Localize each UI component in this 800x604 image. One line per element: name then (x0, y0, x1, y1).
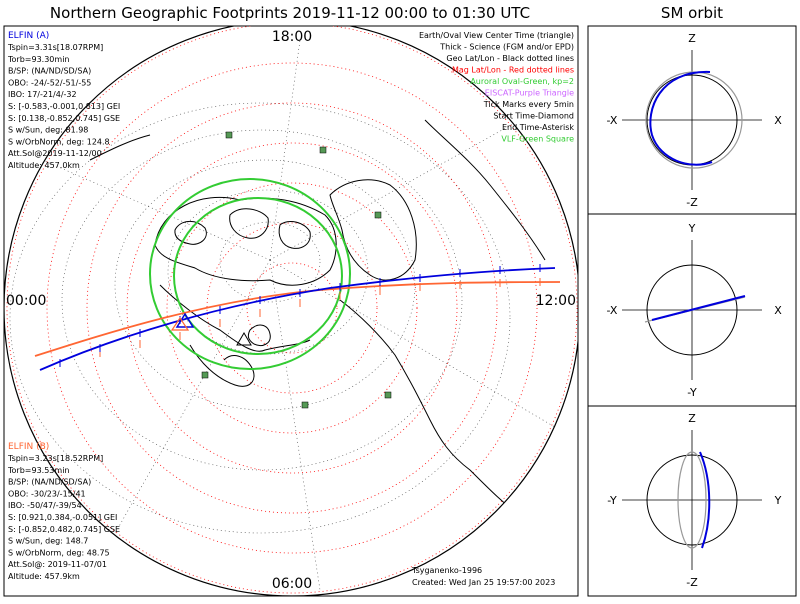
elfin-b-info-line: Att.Sol@: 2019-11-07/01 (8, 560, 107, 569)
map-frame (3, 25, 579, 597)
axis-label-right: Y (774, 494, 782, 507)
axis-label-bottom: -Y (687, 386, 697, 399)
vlf-square (201, 371, 209, 379)
axis-label-top: Z (688, 32, 696, 45)
orbit-trace-b (677, 451, 707, 549)
axis-label-right: X (774, 304, 782, 317)
elfin-a-info-line: S w/Sun, deg: 81.98 (8, 126, 88, 135)
legend-item-3: Geo Lat/Lon - Black dotted lines (446, 54, 574, 63)
elfin-a-info-line: B/SP: (NA/ND/SD/SA) (8, 67, 91, 76)
axis-label-left: -X (607, 114, 618, 127)
orbit-panel-frame (587, 25, 797, 597)
model-credit: Tsyganenko-1996 (411, 566, 482, 575)
elfin-a-info-line: S: [-0.583,-0.001,0.813] GEI (8, 102, 120, 111)
elfin-b-info-line: OBO: -30/23/-15/41 (8, 489, 86, 498)
elfin-b-info-line: S w/OrbNorm, deg: 48.75 (8, 548, 110, 557)
elfin-b-center-triangle (170, 316, 190, 331)
map-legend: Earth/Oval View Center Time (triangle) Th… (419, 31, 574, 144)
elfin-a-info-line: OBO: -24/-52/-51/-55 (8, 78, 91, 87)
sm-orbit-view-2: Y -Y -X X (607, 222, 783, 399)
vlf-square (384, 391, 392, 399)
axis-label-top: Y (688, 222, 696, 235)
coastlines (89, 119, 546, 516)
elfin-a-info-line: S w/OrbNorm, deg: 124.8 (8, 137, 110, 146)
elfin-a-info-line: Altitude: 457.0km (8, 161, 80, 170)
vlf-square (225, 131, 233, 139)
orbit-trace-a (699, 451, 711, 549)
vlf-stations (201, 131, 392, 409)
vlf-square (301, 401, 309, 409)
elfin-b-info-line: IBO: -50/47/-39/54 (8, 501, 82, 510)
legend-item-2: Thick - Science (FGM and/or EPD) (439, 43, 574, 52)
axis-label-left: -X (607, 304, 618, 317)
orbit-trace-a (651, 295, 746, 321)
elfin-a-title: ELFIN (A) (8, 31, 49, 41)
legend-item-5: Auroral Oval-Green, kp=2 (470, 77, 574, 86)
sm-orbit-view-1: Z -Z -X X (607, 32, 783, 209)
footprint-tracks (34, 264, 561, 371)
elfin-b-info-line: Torb=93.53min (7, 466, 69, 475)
time-label-top: 18:00 (272, 29, 312, 45)
elfin-b-info-line: Tspin=3.23s[18.52RPM] (7, 454, 103, 463)
elfin-a-info-line: Torb=93.30min (7, 55, 69, 64)
legend-item-10: VLF-Green Square (501, 135, 574, 144)
created-timestamp: Created: Wed Jan 25 19:57:00 2023 (412, 578, 555, 587)
elfin-a-info-line: S: [0.138,-0.852,0.745] GSE (8, 114, 120, 123)
axis-label-bottom: -Z (686, 576, 698, 589)
elfin-b-info-line: S: [0.921,0.384,-0.051] GEI (8, 513, 117, 522)
elfin-a-info-line: Att.Sol@2019-11-12/00 (8, 149, 102, 158)
vlf-square (319, 146, 327, 154)
elfin-b-info-line: S: [-0.852,0.482,0.745] GSE (8, 525, 120, 534)
sm-orbit-view-3: Z -Z -Y Y (607, 412, 781, 589)
eiscat-triangle (236, 332, 252, 346)
elfin-a-info: ELFIN (A) Tspin=3.31s[18.07RPM] Torb=93.3… (7, 31, 120, 170)
axis-label-left: -Y (607, 494, 617, 507)
axis-label-top: Z (688, 412, 696, 425)
axis-label-right: X (774, 114, 782, 127)
map-area: 18:00 00:00 12:00 06:00 (4, 26, 578, 596)
time-label-right: 12:00 (536, 293, 576, 309)
elfin-b-info: ELFIN (B) Tspin=3.23s[18.52RPM] Torb=93.5… (7, 442, 120, 581)
elfin-b-info-line: Altitude: 457.9km (8, 572, 80, 581)
elfin-a-info-line: IBO: 17/-21/4/-32 (8, 90, 77, 99)
axis-label-bottom: -Z (686, 196, 698, 209)
legend-item-4: Mag Lat/Lon - Red dotted lines (452, 66, 574, 75)
orbit-panel-title: SM orbit (661, 4, 723, 22)
legend-item-6: EISCAT-Purple Triangle (485, 89, 574, 98)
vlf-square (374, 211, 382, 219)
elfin-a-track (39, 267, 556, 371)
elfin-a-info-line: Tspin=3.31s[18.07RPM] (7, 43, 103, 52)
legend-item-8: Start Time-Diamond (493, 112, 574, 121)
orbit-trace-a (649, 70, 713, 166)
time-label-bottom: 06:00 (272, 576, 312, 592)
elfin-b-title: ELFIN (B) (8, 442, 49, 452)
time-label-left: 00:00 (6, 293, 46, 309)
elfin-b-info-line: S w/Sun, deg: 148.7 (8, 537, 88, 546)
auroral-oval (149, 178, 351, 370)
mag-latlon-grid (6, 26, 578, 594)
geo-latlon-grid (9, 39, 561, 591)
legend-item-9: End Time-Asterisk (502, 123, 574, 132)
legend-item-1: Earth/Oval View Center Time (triangle) (419, 31, 574, 40)
elfin-b-info-line: B/SP: (NA/ND/SD/SA) (8, 478, 91, 487)
legend-item-7: Tick Marks every 5min (483, 100, 574, 109)
figure-title: Northern Geographic Footprints 2019-11-1… (50, 4, 530, 22)
sm-orbit-views: Z -Z -X X Y -Y -X X Z -Z -Y Y (607, 32, 783, 589)
